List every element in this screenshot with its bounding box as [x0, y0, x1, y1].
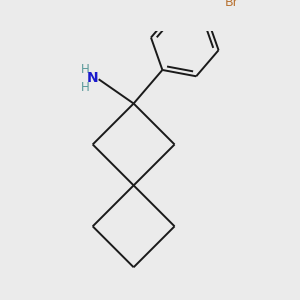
Text: H: H [80, 63, 89, 76]
Text: H: H [80, 81, 89, 94]
Text: Br: Br [225, 0, 238, 9]
Text: N: N [87, 70, 98, 85]
